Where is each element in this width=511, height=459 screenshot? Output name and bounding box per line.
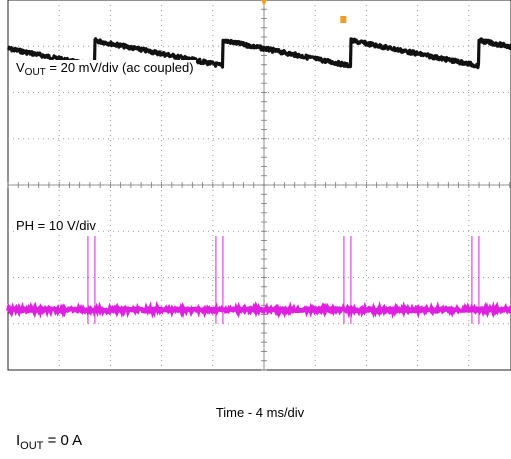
ph-baseline bbox=[6, 300, 511, 320]
ph-label: PH = 10 V/div bbox=[14, 218, 98, 233]
trigger-flag-marker bbox=[340, 16, 347, 23]
trace-ph bbox=[6, 235, 511, 324]
trigger-position-marker bbox=[261, 0, 267, 6]
time-axis-label: Time - 4 ms/div bbox=[215, 405, 305, 420]
vout-label: VOUT = 20 mV/div (ac coupled) bbox=[14, 60, 196, 78]
iout-footnote: IOUT = 0 A bbox=[16, 432, 83, 452]
markers bbox=[261, 0, 347, 23]
